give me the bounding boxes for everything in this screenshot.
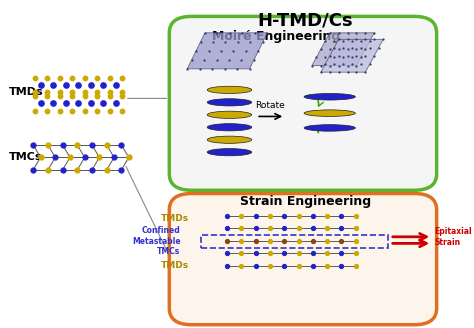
FancyBboxPatch shape bbox=[169, 16, 437, 190]
Ellipse shape bbox=[207, 86, 252, 93]
Polygon shape bbox=[187, 33, 267, 69]
Text: H-TMD/Cs: H-TMD/Cs bbox=[257, 11, 353, 30]
Ellipse shape bbox=[207, 136, 252, 143]
Text: Rotate: Rotate bbox=[255, 101, 285, 110]
FancyBboxPatch shape bbox=[169, 194, 437, 325]
Text: TMDs: TMDs bbox=[161, 214, 189, 223]
Polygon shape bbox=[312, 33, 374, 66]
Text: TMDs: TMDs bbox=[9, 87, 44, 97]
Text: TMDs: TMDs bbox=[161, 261, 189, 270]
Polygon shape bbox=[321, 39, 383, 72]
Text: Moiré Engineering: Moiré Engineering bbox=[212, 30, 340, 43]
Ellipse shape bbox=[304, 93, 356, 100]
Ellipse shape bbox=[304, 125, 356, 131]
Text: Confined
Metastable
TMCs: Confined Metastable TMCs bbox=[132, 226, 181, 256]
Text: TMCs: TMCs bbox=[9, 153, 42, 162]
Text: Strain Engineering: Strain Engineering bbox=[240, 195, 371, 208]
Ellipse shape bbox=[207, 111, 252, 118]
Ellipse shape bbox=[207, 149, 252, 156]
Ellipse shape bbox=[304, 110, 356, 116]
Ellipse shape bbox=[207, 99, 252, 106]
Text: Epitaxial
Strain: Epitaxial Strain bbox=[434, 227, 472, 247]
Ellipse shape bbox=[207, 124, 252, 131]
